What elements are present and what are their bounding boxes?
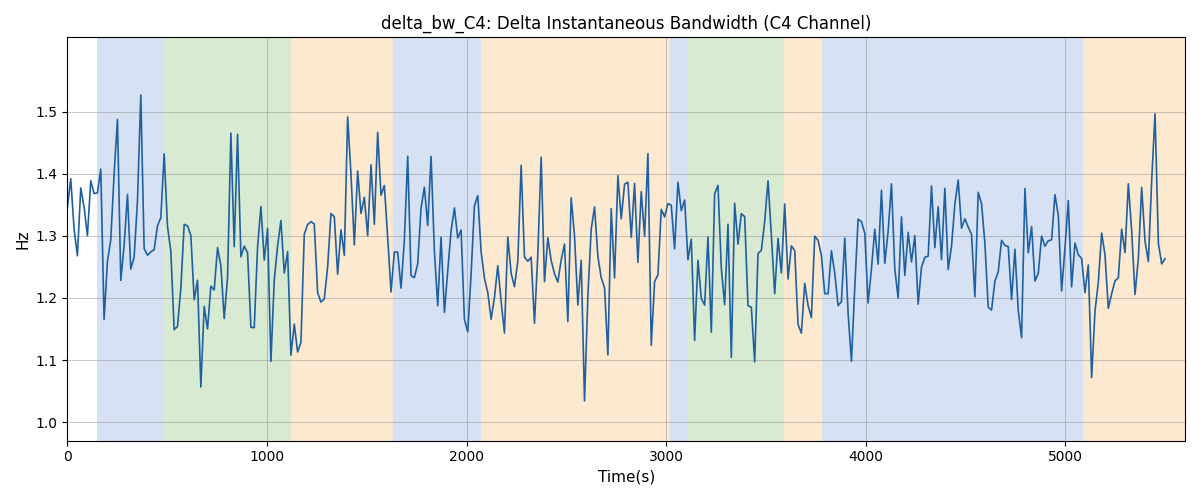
Bar <box>670 38 688 440</box>
Bar <box>1084 38 1184 440</box>
X-axis label: Time(s): Time(s) <box>598 470 655 485</box>
Bar <box>934 38 1043 440</box>
Bar <box>1043 38 1084 440</box>
Bar <box>163 38 290 440</box>
Bar <box>290 38 392 440</box>
Y-axis label: Hz: Hz <box>16 230 30 249</box>
Bar <box>688 38 784 440</box>
Bar <box>392 38 480 440</box>
Bar <box>784 38 822 440</box>
Bar <box>822 38 934 440</box>
Bar <box>480 38 670 440</box>
Title: delta_bw_C4: Delta Instantaneous Bandwidth (C4 Channel): delta_bw_C4: Delta Instantaneous Bandwid… <box>382 15 871 34</box>
Bar <box>97 38 163 440</box>
